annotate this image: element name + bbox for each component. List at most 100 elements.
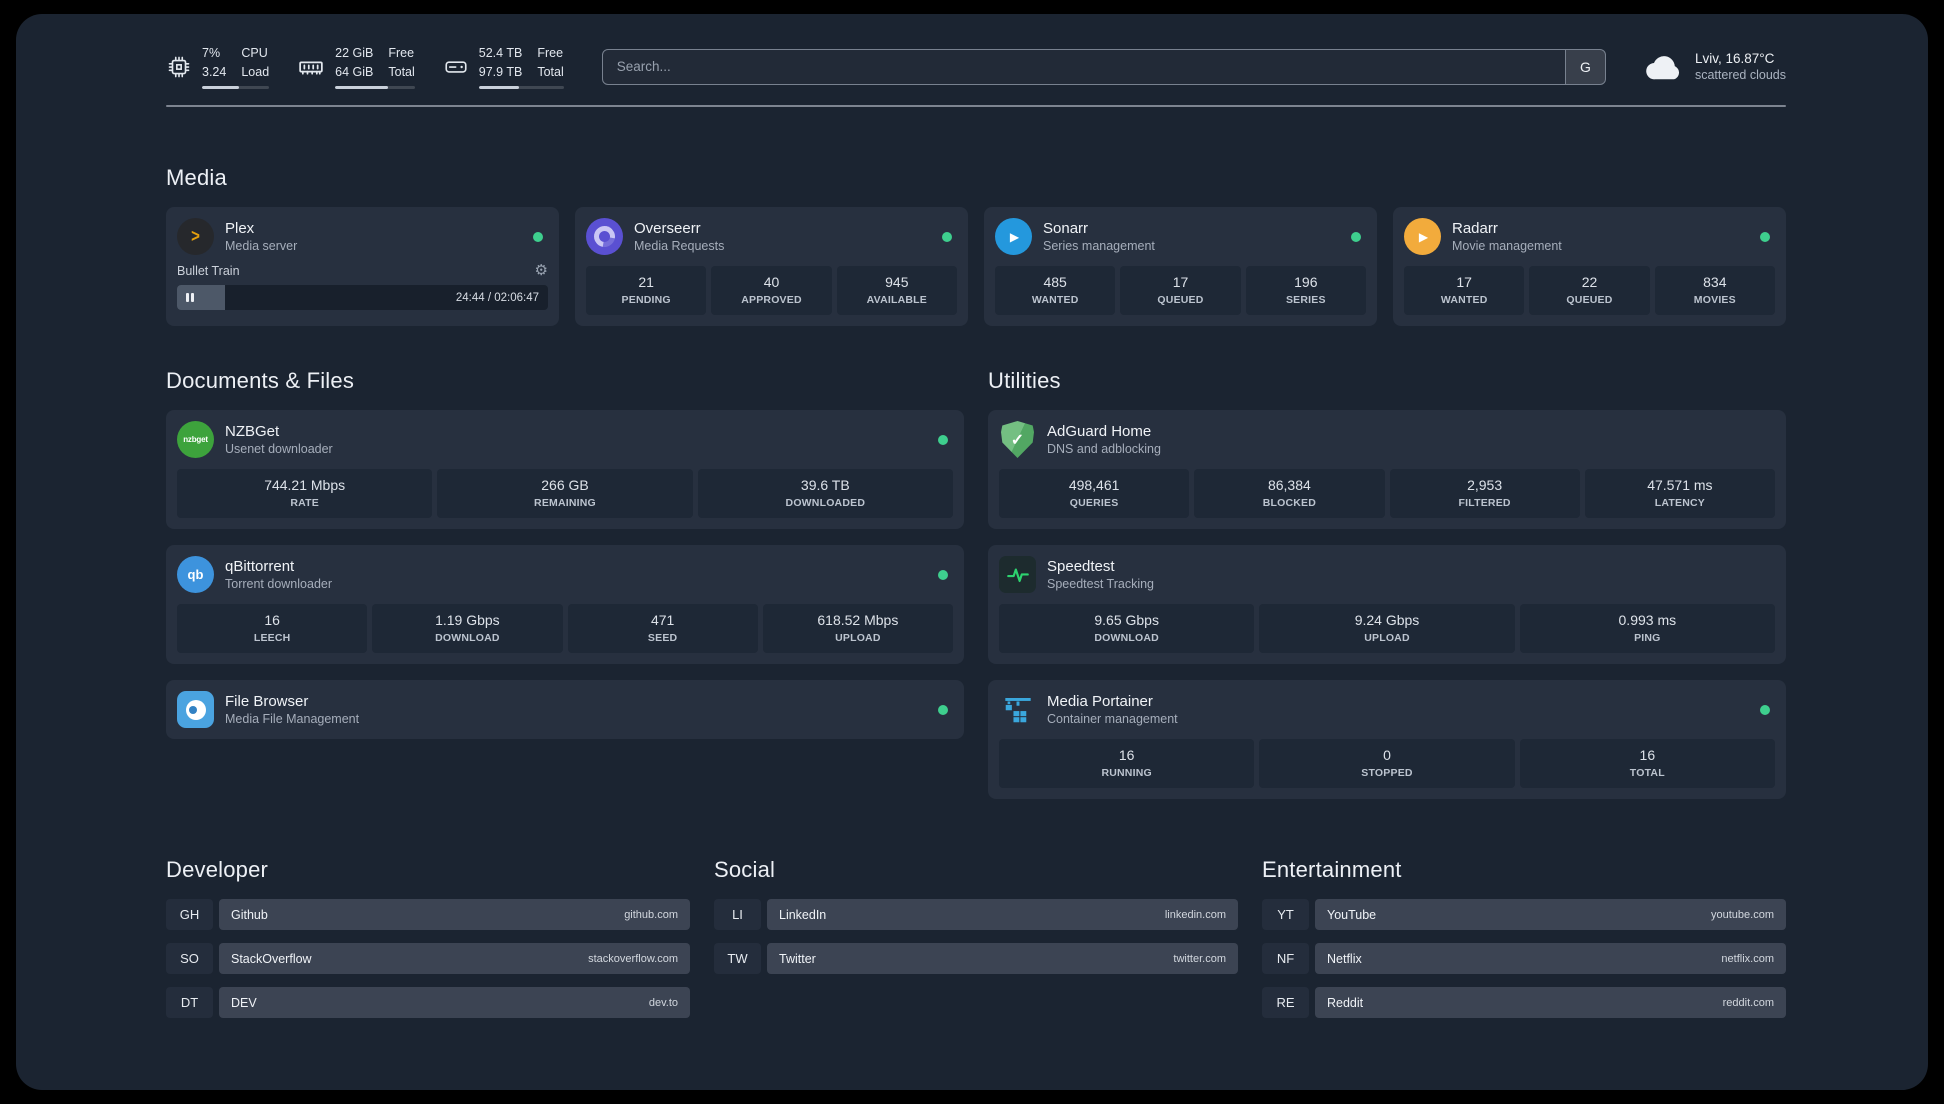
stats-row: 16 RUNNING 0 STOPPED 16 TOTAL [999,739,1775,788]
bookmark-dev[interactable]: DT DEV dev.to [166,987,690,1018]
cpu-load-value: 3.24 [202,64,227,79]
service-card-qbittorrent[interactable]: qb qBittorrent Torrent downloader 16 LEE… [166,545,964,664]
service-name: Overseerr [634,220,701,237]
service-card-overseerr[interactable]: Overseerr Media Requests 21 PENDING 40 A… [575,207,968,326]
service-description: Speedtest Tracking [1047,577,1155,591]
stat-value: 21 [638,274,654,290]
stat: 744.21 Mbps RATE [177,469,433,518]
stat: 17 QUEUED [1120,266,1241,315]
service-card-radarr[interactable]: ▶ Radarr Movie management 17 WANTED 22 Q… [1393,207,1786,326]
bookmark-domain: stackoverflow.com [588,952,678,965]
status-dot [938,569,948,580]
stat: 485 WANTED [995,266,1116,315]
stat: 471 SEED [567,604,758,653]
memory-progress-fill [335,85,388,89]
bookmark-netflix[interactable]: NF Netflix netflix.com [1262,943,1786,974]
section-title-documents: Documents & Files [166,368,355,393]
bookmark-abbr: SO [166,943,213,974]
bookmark-list: YT YouTube youtube.com NF Netflix netfli… [1262,899,1786,1018]
bookmark-abbr: GH [166,899,213,930]
status-dot [1760,231,1770,242]
service-card-adguard[interactable]: ✓ AdGuard Home DNS and adblocking 498,46… [988,410,1786,529]
stat: 40 APPROVED [711,266,832,315]
service-card-plex[interactable]: > Plex Media server Bullet Train ⚙ 24:44… [166,207,559,326]
service-description: DNS and adblocking [1047,442,1161,456]
disk-label-bottom: Total [537,64,564,79]
stat-value: 17 [1456,274,1472,290]
bookmark-name: Reddit [1327,995,1364,1010]
stats-row: 498,461 QUERIES 86,384 BLOCKED 2,953 FIL… [999,469,1775,518]
stat-value: 39.6 TB [800,477,850,493]
utilities-cards: ✓ AdGuard Home DNS and adblocking 498,46… [988,410,1786,799]
stat-value: 945 [885,274,909,290]
bookmark-linkedin[interactable]: LI LinkedIn linkedin.com [714,899,1238,930]
service-card-nzbget[interactable]: nzbget NZBGet Usenet downloader 744.21 M… [166,410,964,529]
status-dot [938,434,948,445]
status-dot [1351,231,1361,242]
stat: 16 LEECH [177,604,368,653]
player-progress-bar[interactable]: 24:44 / 02:06:47 [177,285,548,310]
cpu-progress-fill [202,85,239,89]
pause-icon[interactable] [186,293,194,302]
service-name: AdGuard Home [1047,423,1152,440]
nzbget-card-header: nzbget NZBGet Usenet downloader [177,421,953,458]
service-card-speedtest[interactable]: Speedtest Speedtest Tracking 9.65 Gbps D… [988,545,1786,664]
bookmark-youtube[interactable]: YT YouTube youtube.com [1262,899,1786,930]
stat: 17 WANTED [1404,266,1525,315]
gear-icon[interactable]: ⚙ [534,262,548,279]
bookmark-group-title: Developer [166,857,269,882]
stat: 266 GB REMAINING [437,469,693,518]
bookmark-body: DEV dev.to [219,987,690,1018]
service-name: Speedtest [1047,558,1115,575]
bookmark-name: StackOverflow [231,951,312,966]
bookmark-twitter[interactable]: TW Twitter twitter.com [714,943,1238,974]
stat-value: 17 [1172,274,1189,290]
search-input[interactable] [602,49,1565,84]
bookmark-reddit[interactable]: RE Reddit reddit.com [1262,987,1786,1018]
resource-memory-readout: 22 GiB Free 64 GiB Total [335,44,415,89]
topbar: 7% CPU 3.24 Load 22 GiB Free 6 [166,44,1786,89]
service-description: Media File Management [225,712,360,726]
stat-label: APPROVED [741,294,802,306]
service-description: Movie management [1452,239,1562,253]
stat: 2,953 FILTERED [1389,469,1580,518]
bookmark-stackoverflow[interactable]: SO StackOverflow stackoverflow.com [166,943,690,974]
bookmark-github[interactable]: GH Github github.com [166,899,690,930]
sonarr-play-glyph: ▶ [1009,229,1020,244]
plex-icon: > [177,218,214,255]
search-provider-button[interactable]: G [1564,49,1605,84]
bookmark-group-title: Entertainment [1262,857,1402,882]
sonarr-card-header: ▶ Sonarr Series management [995,218,1366,255]
service-card-sonarr[interactable]: ▶ Sonarr Series management 485 WANTED 17… [984,207,1377,326]
sonarr-icon: ▶ [995,218,1032,255]
speedtest-icon [999,556,1036,593]
service-name: Radarr [1452,220,1498,237]
filebrowser-card-header: File Browser Media File Management [177,691,953,728]
stat-value: 47.571 ms [1647,477,1713,493]
service-card-portainer[interactable]: Media Portainer Container management 16 … [988,680,1786,799]
memory-label-top: Free [388,46,415,60]
bookmark-group-social: Social LI LinkedIn linkedin.com TW Twitt… [714,857,1238,974]
dashboard-panel: 7% CPU 3.24 Load 22 GiB Free 6 [16,14,1928,1090]
stat-value: 22 [1581,274,1598,290]
adguard-shield: ✓ [1001,421,1034,458]
portainer-card-header: Media Portainer Container management [999,691,1775,728]
bookmark-domain: github.com [624,908,678,921]
stats-row: 9.65 Gbps DOWNLOAD 9.24 Gbps UPLOAD 0.99… [999,604,1775,653]
stat-label: SERIES [1285,294,1326,306]
section-title-media: Media [166,165,227,190]
stat: 21 PENDING [586,266,707,315]
stat-label: TOTAL [1629,767,1665,779]
service-card-filebrowser[interactable]: File Browser Media File Management [166,680,964,739]
bookmark-name: Twitter [779,951,816,966]
radarr-play-glyph: ▶ [1418,229,1429,244]
speedtest-card-header: Speedtest Speedtest Tracking [999,556,1775,593]
bookmark-domain: linkedin.com [1164,908,1226,921]
bookmark-domain: netflix.com [1721,952,1774,965]
stat-value: 16 [264,612,280,628]
disk-progress-track [478,85,564,89]
service-description: Series management [1043,239,1155,253]
section-media: Media > Plex Media server Bullet Train ⚙ [166,165,1786,326]
stat: 196 SERIES [1245,266,1366,315]
service-description: Usenet downloader [225,442,333,456]
